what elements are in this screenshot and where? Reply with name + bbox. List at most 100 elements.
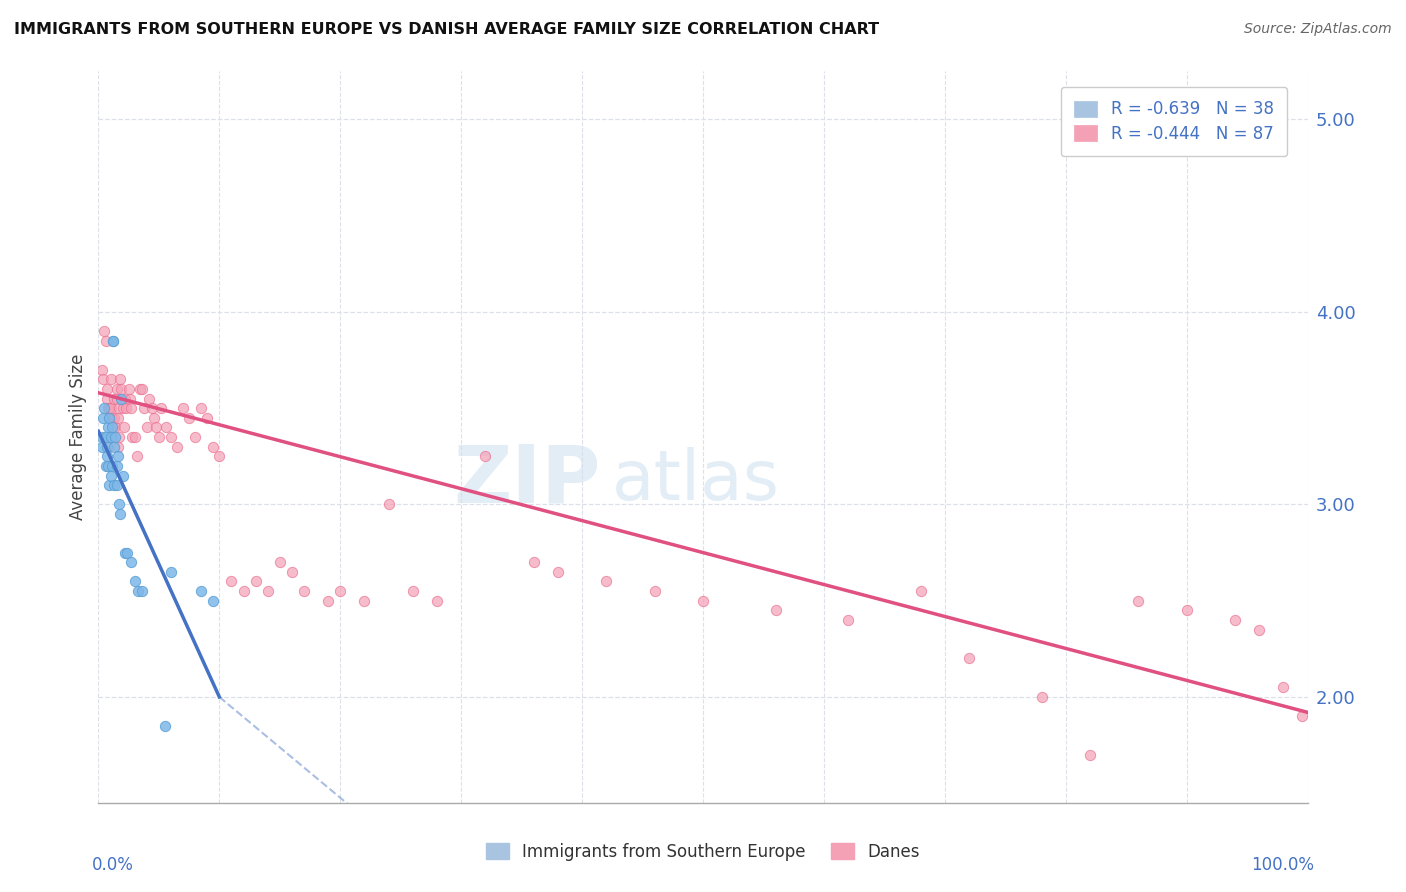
- Point: [595, 574, 617, 589]
- Point: [1249, 623, 1271, 637]
- Point: [150, 401, 173, 416]
- Point: [108, 372, 131, 386]
- Point: [256, 584, 278, 599]
- Point: [120, 555, 142, 569]
- Point: [111, 468, 134, 483]
- Point: [202, 593, 225, 607]
- Point: [127, 450, 149, 464]
- Point: [93, 401, 115, 416]
- Point: [97, 420, 120, 434]
- Point: [127, 584, 149, 599]
- Point: [96, 382, 118, 396]
- Point: [1031, 690, 1053, 704]
- Point: [316, 593, 339, 607]
- Point: [108, 430, 131, 444]
- Point: [97, 440, 120, 454]
- Point: [114, 545, 136, 559]
- Point: [96, 450, 118, 464]
- Point: [1128, 593, 1150, 607]
- Point: [117, 545, 139, 559]
- Point: [1291, 709, 1313, 723]
- Point: [107, 450, 129, 464]
- Point: [97, 458, 120, 473]
- Point: [101, 334, 124, 348]
- Text: Source: ZipAtlas.com: Source: ZipAtlas.com: [1244, 22, 1392, 37]
- Point: [118, 382, 141, 396]
- Point: [91, 410, 114, 425]
- Point: [124, 574, 146, 589]
- Point: [377, 498, 399, 512]
- Point: [108, 498, 131, 512]
- Point: [160, 565, 183, 579]
- Point: [96, 440, 118, 454]
- Text: 100.0%: 100.0%: [1251, 856, 1315, 874]
- Point: [190, 584, 212, 599]
- Point: [135, 420, 157, 434]
- Point: [103, 440, 125, 454]
- Point: [120, 401, 142, 416]
- Point: [91, 372, 114, 386]
- Point: [547, 565, 569, 579]
- Point: [957, 651, 980, 665]
- Point: [91, 440, 114, 454]
- Point: [97, 401, 120, 416]
- Point: [1223, 613, 1246, 627]
- Point: [184, 430, 207, 444]
- Point: [221, 574, 243, 589]
- Point: [765, 603, 787, 617]
- Point: [1078, 747, 1101, 762]
- Point: [100, 420, 122, 434]
- Point: [134, 401, 156, 416]
- Point: [245, 574, 267, 589]
- Point: [96, 392, 118, 406]
- Point: [195, 410, 218, 425]
- Point: [105, 382, 128, 396]
- Point: [145, 420, 167, 434]
- Point: [112, 420, 135, 434]
- Point: [98, 410, 121, 425]
- Point: [110, 392, 132, 406]
- Point: [108, 507, 131, 521]
- Point: [98, 401, 121, 416]
- Point: [644, 584, 666, 599]
- Point: [105, 478, 128, 492]
- Point: [98, 478, 121, 492]
- Point: [115, 401, 138, 416]
- Point: [131, 382, 153, 396]
- Point: [98, 410, 121, 425]
- Point: [910, 584, 932, 599]
- Point: [91, 362, 114, 376]
- Point: [474, 450, 496, 464]
- Point: [166, 440, 188, 454]
- Point: [103, 478, 125, 492]
- Point: [138, 392, 160, 406]
- Point: [118, 392, 141, 406]
- Point: [160, 430, 183, 444]
- Point: [523, 555, 546, 569]
- Point: [93, 324, 115, 338]
- Point: [172, 401, 194, 416]
- Y-axis label: Average Family Size: Average Family Size: [69, 354, 87, 520]
- Point: [103, 392, 125, 406]
- Point: [208, 450, 231, 464]
- Point: [121, 430, 143, 444]
- Point: [1175, 603, 1198, 617]
- Point: [329, 584, 352, 599]
- Point: [94, 334, 117, 348]
- Point: [114, 392, 136, 406]
- Point: [100, 410, 122, 425]
- Point: [281, 565, 304, 579]
- Point: [155, 420, 177, 434]
- Point: [105, 392, 128, 406]
- Point: [124, 430, 146, 444]
- Point: [426, 593, 449, 607]
- Point: [190, 401, 212, 416]
- Point: [104, 420, 127, 434]
- Point: [100, 401, 122, 416]
- Point: [292, 584, 315, 599]
- Point: [179, 410, 201, 425]
- Legend: Immigrants from Southern Europe, Danes: Immigrants from Southern Europe, Danes: [479, 837, 927, 868]
- Point: [100, 430, 122, 444]
- Point: [103, 410, 125, 425]
- Point: [837, 613, 859, 627]
